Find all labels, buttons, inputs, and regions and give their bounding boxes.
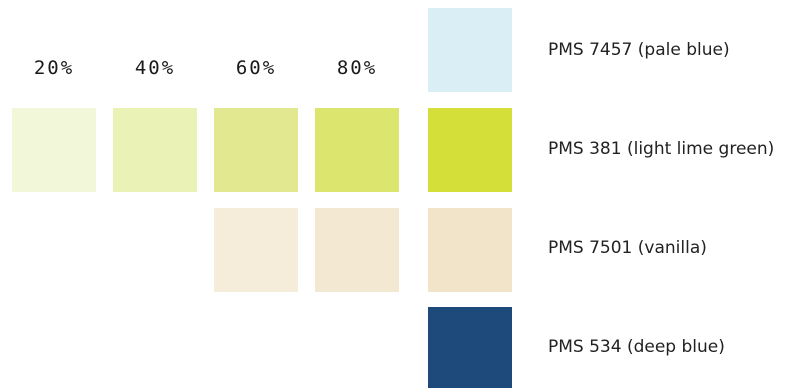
tint-header-80: 80% bbox=[336, 57, 378, 79]
swatch-pms-381 bbox=[428, 108, 512, 192]
swatch-pms-7501 bbox=[428, 208, 512, 292]
tint-header-20: 20% bbox=[33, 57, 75, 79]
tint-header-60: 60% bbox=[235, 57, 277, 79]
color-label-pms-7457: PMS 7457 (pale blue) bbox=[548, 40, 730, 60]
tint-pms-7501-80 bbox=[315, 208, 399, 292]
tint-pms-381-40 bbox=[113, 108, 197, 192]
tint-pms-381-60 bbox=[214, 108, 298, 192]
tint-pms-381-20 bbox=[12, 108, 96, 192]
tint-pms-381-80 bbox=[315, 108, 399, 192]
tint-header-40: 40% bbox=[134, 57, 176, 79]
swatch-pms-7457 bbox=[428, 8, 512, 92]
tint-pms-7501-60 bbox=[214, 208, 298, 292]
swatch-pms-534 bbox=[428, 307, 512, 388]
color-label-pms-7501: PMS 7501 (vanilla) bbox=[548, 238, 707, 258]
color-label-pms-381: PMS 381 (light lime green) bbox=[548, 139, 775, 159]
color-label-pms-534: PMS 534 (deep blue) bbox=[548, 337, 725, 357]
